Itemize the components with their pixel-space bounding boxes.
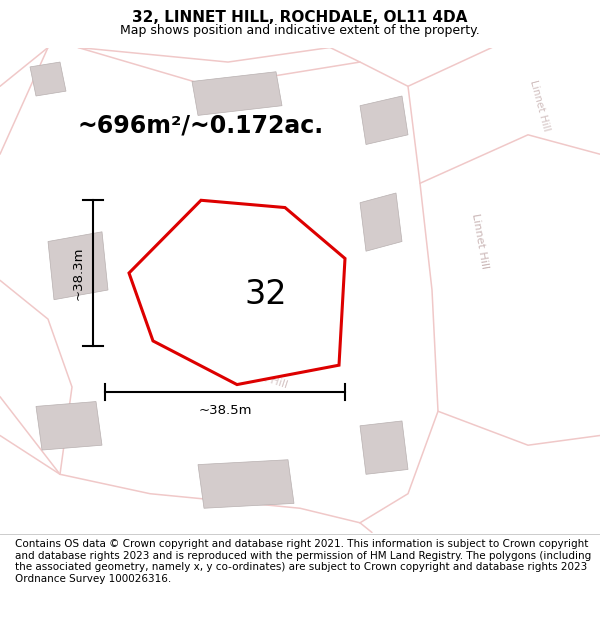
Text: 32, LINNET HILL, ROCHDALE, OL11 4DA: 32, LINNET HILL, ROCHDALE, OL11 4DA: [133, 11, 467, 26]
Text: ~38.5m: ~38.5m: [198, 404, 252, 417]
Text: Linnet Hill: Linnet Hill: [233, 364, 289, 391]
Text: Linnet Hill: Linnet Hill: [529, 79, 551, 132]
Polygon shape: [360, 96, 408, 144]
Text: ~38.3m: ~38.3m: [71, 246, 85, 300]
Polygon shape: [36, 401, 102, 450]
Polygon shape: [360, 421, 408, 474]
Text: Linnet Hill: Linnet Hill: [470, 213, 490, 270]
Text: Contains OS data © Crown copyright and database right 2021. This information is : Contains OS data © Crown copyright and d…: [15, 539, 591, 584]
Polygon shape: [360, 193, 402, 251]
Polygon shape: [168, 280, 246, 348]
Text: Map shows position and indicative extent of the property.: Map shows position and indicative extent…: [120, 24, 480, 37]
Polygon shape: [30, 62, 66, 96]
Polygon shape: [48, 232, 108, 300]
Text: 32: 32: [244, 278, 287, 311]
Text: ~696m²/~0.172ac.: ~696m²/~0.172ac.: [78, 113, 324, 137]
Polygon shape: [198, 460, 294, 508]
Polygon shape: [129, 200, 345, 384]
Polygon shape: [192, 72, 282, 116]
